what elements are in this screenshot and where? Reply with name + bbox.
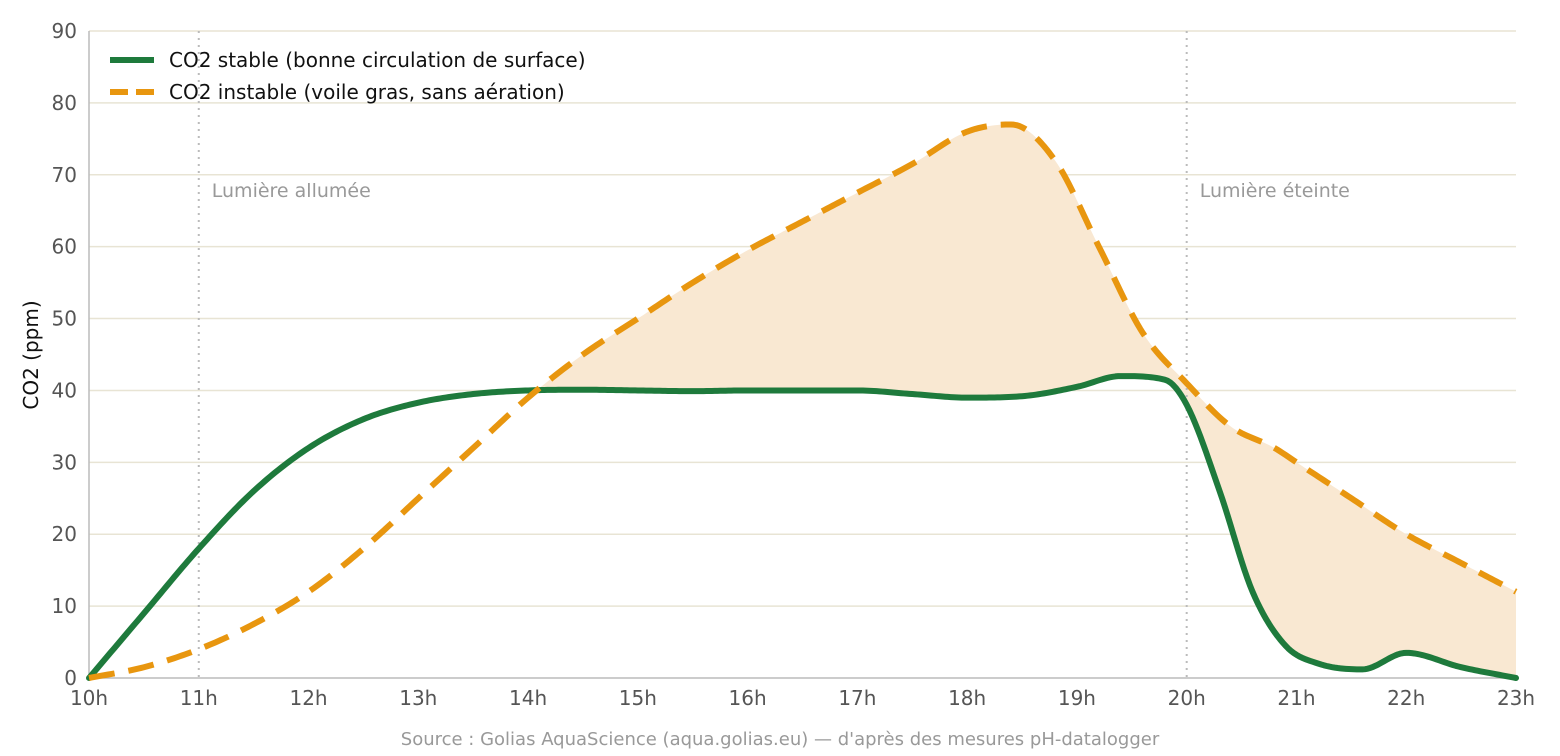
shaded-area: [539, 124, 1516, 678]
x-tick-label: 17h: [838, 686, 876, 710]
legend-label-instable: CO2 instable (voile gras, sans aération): [169, 80, 565, 104]
x-tick-label: 11h: [180, 686, 218, 710]
tick-labels: 0 10 20 30 40 50 60 70 80 90 10h 11h 12h 13h 14h 15h 16h…: [52, 19, 1536, 710]
axes: [88, 31, 1516, 679]
source-note: Source : Golias AquaScience (aqua.golias…: [401, 729, 1160, 750]
x-tick-label: 16h: [729, 686, 767, 710]
x-tick-label: 21h: [1277, 686, 1315, 710]
y-tick-label: 40: [52, 378, 77, 402]
annotation-label: Lumière éteinte: [1200, 180, 1350, 202]
x-tick-label: 19h: [1058, 686, 1096, 710]
x-tick-label: 10h: [70, 686, 108, 710]
y-tick-label: 50: [52, 307, 77, 331]
series-line-instable: [88, 121, 1518, 681]
x-tick-label: 18h: [948, 686, 986, 710]
series-line-stable: [86, 373, 1519, 681]
x-tick-label: 15h: [619, 686, 657, 710]
x-tick-label: 14h: [509, 686, 547, 710]
y-tick-label: 80: [52, 91, 77, 115]
annotation-labels: Lumière allumée Lumière éteinte: [212, 180, 1350, 202]
y-tick-label: 10: [52, 594, 77, 618]
y-axis-title: CO2 (ppm): [19, 300, 43, 409]
legend: CO2 stable (bonne circulation de surface…: [110, 48, 586, 104]
x-tick-label: 23h: [1497, 686, 1535, 710]
y-tick-label: 20: [52, 522, 77, 546]
x-tick-label: 12h: [289, 686, 327, 710]
x-tick-label: 20h: [1168, 686, 1206, 710]
y-tick-label: 90: [52, 19, 77, 43]
shaded-region: [539, 124, 1516, 678]
y-tick-label: 70: [52, 163, 77, 187]
series-lines: [86, 121, 1519, 681]
annotation-lines: [197, 31, 1188, 678]
y-tick-label: 60: [52, 235, 77, 259]
x-tick-label: 13h: [399, 686, 437, 710]
x-tick-label: 22h: [1387, 686, 1425, 710]
annotation-label: Lumière allumée: [212, 180, 371, 202]
y-tick-label: 30: [52, 450, 77, 474]
y-tick-label: 0: [64, 666, 77, 690]
legend-label-stable: CO2 stable (bonne circulation de surface…: [169, 48, 586, 72]
